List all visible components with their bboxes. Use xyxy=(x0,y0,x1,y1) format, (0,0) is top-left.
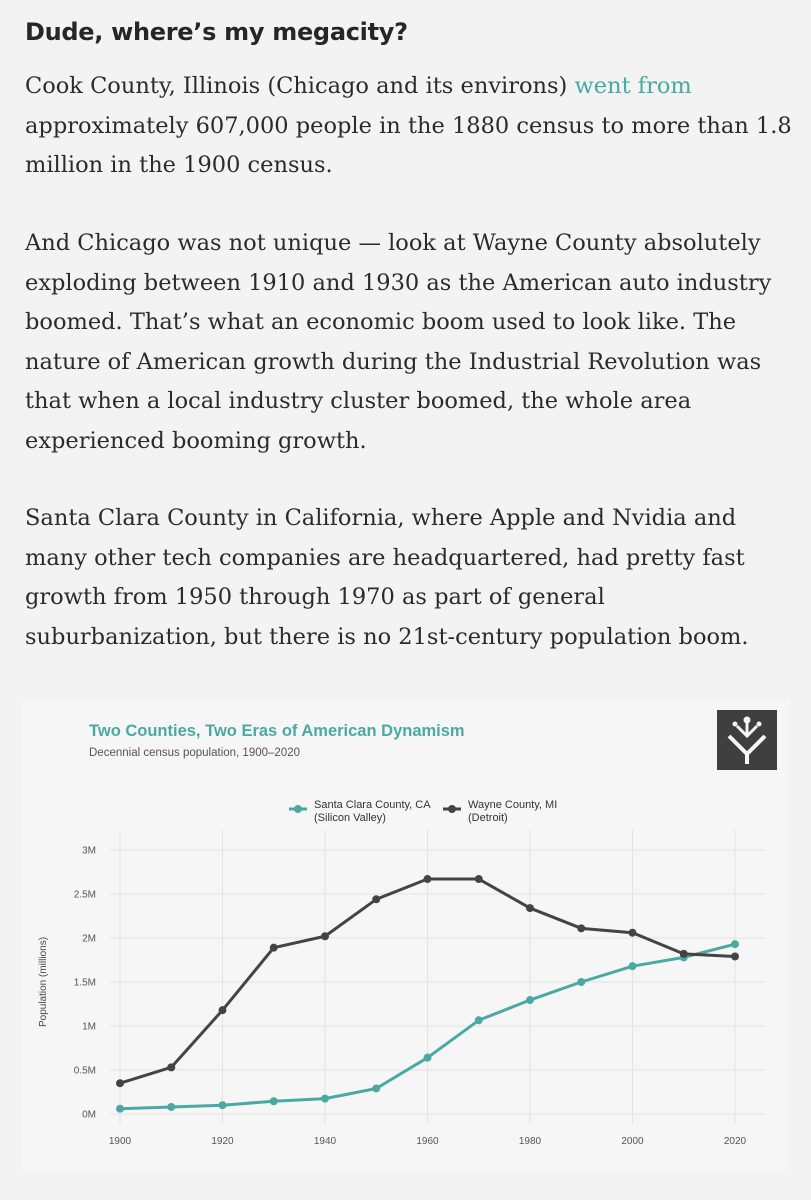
x-tick-label: 1900 xyxy=(109,1136,132,1147)
data-point-santa-clara xyxy=(321,1094,329,1103)
legend-label-santa-clara-line2: (Silicon Valley) xyxy=(314,812,386,824)
legend-label-santa-clara-line1: Santa Clara County, CA xyxy=(314,799,431,811)
article-title: Dude, where’s my megacity? xyxy=(25,18,408,46)
paragraph-santa-clara: Santa Clara County in California, where … xyxy=(25,505,749,650)
data-point-wayne xyxy=(526,904,534,913)
y-tick-label: 2M xyxy=(82,934,96,945)
legend-marker-santa-clara xyxy=(294,805,302,813)
chart-title: Two Counties, Two Eras of American Dynam… xyxy=(89,722,465,740)
data-point-wayne xyxy=(372,895,381,904)
legend-label-wayne-line2: (Detroit) xyxy=(468,812,508,824)
legend-item-santa-clara: Santa Clara County, CA (Silicon Valley) xyxy=(289,799,431,824)
data-point-santa-clara xyxy=(526,996,534,1005)
data-point-wayne xyxy=(269,943,278,952)
data-point-santa-clara xyxy=(116,1104,124,1113)
chart-subtitle: Decennial census population, 1900–2020 xyxy=(89,747,300,759)
data-point-wayne xyxy=(116,1079,124,1088)
data-point-santa-clara xyxy=(423,1053,432,1062)
x-tick-label: 1980 xyxy=(519,1136,542,1147)
data-point-wayne xyxy=(731,952,739,961)
paragraph-cook-county: Cook County, Illinois (Chicago and its e… xyxy=(25,67,800,186)
y-tick-label: 1M xyxy=(82,1022,96,1033)
line-chart: Santa Clara County, CA (Silicon Valley) … xyxy=(38,710,777,1147)
chart-figure: Two Counties, Two Eras of American Dynam… xyxy=(22,700,790,1170)
legend: Santa Clara County, CA (Silicon Valley) … xyxy=(289,799,557,824)
legend-item-wayne: Wayne County, MI (Detroit) xyxy=(443,799,557,824)
data-point-wayne xyxy=(628,928,637,937)
data-point-wayne xyxy=(321,932,329,941)
data-point-santa-clara xyxy=(731,940,739,949)
data-point-santa-clara xyxy=(628,962,637,971)
y-tick-label: 0M xyxy=(82,1110,96,1121)
brand-logo xyxy=(717,710,777,770)
data-point-wayne xyxy=(577,924,586,933)
y-tick-label: 0.5M xyxy=(74,1066,96,1077)
data-point-wayne xyxy=(474,875,483,884)
p1-text-before: Cook County, Illinois (Chicago and its e… xyxy=(25,73,575,99)
went-from-link[interactable]: went from xyxy=(574,73,692,99)
x-tick-label: 1960 xyxy=(416,1136,439,1147)
data-point-wayne xyxy=(167,1063,176,1072)
x-tick-label: 1940 xyxy=(314,1136,337,1147)
paragraph-wayne-county: And Chicago was not unique — look at Way… xyxy=(25,230,772,454)
p1-text-after: approximately 607,000 people in the 1880… xyxy=(25,112,792,179)
data-point-wayne xyxy=(423,875,432,884)
data-point-santa-clara xyxy=(269,1097,278,1106)
y-tick-label: 2.5M xyxy=(74,890,96,901)
y-tick-label: 3M xyxy=(82,846,96,857)
data-point-santa-clara xyxy=(372,1084,381,1093)
y-axis-title: Population (millions) xyxy=(38,937,49,1027)
legend-marker-wayne xyxy=(448,805,456,813)
y-tick-label: 1.5M xyxy=(74,978,96,989)
data-point-santa-clara xyxy=(218,1101,227,1110)
x-tick-label: 1920 xyxy=(211,1136,234,1147)
plot-area: 0M 0.5M 1M 1.5M 2M 2.5M 3M 1900 1920 1940 1960 1980… xyxy=(74,830,765,1147)
data-point-wayne xyxy=(218,1006,227,1015)
x-tick-label: 2020 xyxy=(724,1136,747,1147)
data-point-santa-clara xyxy=(167,1102,176,1111)
legend-label-wayne-line1: Wayne County, MI xyxy=(468,799,557,811)
data-point-wayne xyxy=(679,949,688,958)
data-point-santa-clara xyxy=(577,978,586,986)
x-tick-label: 2000 xyxy=(621,1136,644,1147)
data-point-santa-clara xyxy=(474,1016,483,1025)
